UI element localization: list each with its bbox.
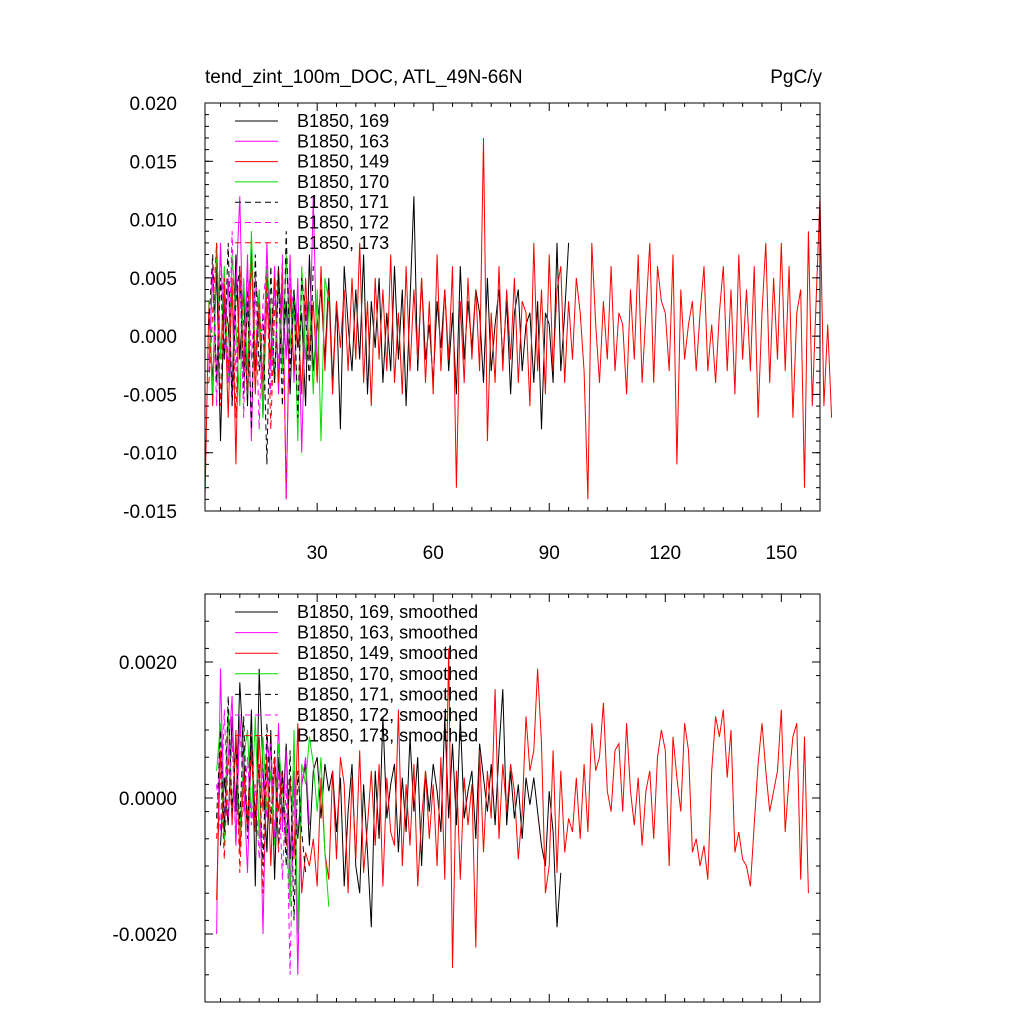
top-plot-frame [204,102,821,512]
bottom-series-line-2 [216,648,809,969]
top-legend-label-6: B1850, 173 [297,233,389,253]
top-legend-label-0: B1850, 169 [297,111,389,131]
top-series-line-2 [204,137,833,500]
top-ytick-label: -0.005 [123,385,177,406]
top-ytick-label: 0.000 [129,327,177,348]
top-xtick-label: 30 [307,543,328,564]
bottom-series-line-5 [216,709,299,975]
top-legend-label-4: B1850, 171 [297,192,389,212]
top-legend-label-5: B1850, 172 [297,213,389,233]
bottom-panel: -0.0020 0.0000 0.0020 B1850, 169, smoothed… [113,593,821,1003]
top-panel: tend_zint_100m_DOC, ATL_49N-66N PgC/y -0… [123,67,833,564]
top-xtick-label: 90 [539,543,560,564]
bottom-legend-label-3: B1850, 170, smoothed [297,664,478,684]
top-series-line-4 [208,231,314,465]
top-series-layer [204,137,833,500]
bottom-legend-label-4: B1850, 171, smoothed [297,684,478,704]
top-ytick-label: 0.005 [129,269,177,290]
bottom-ytick-label: 0.0020 [119,653,177,674]
top-legend-label-1: B1850, 163 [297,131,389,151]
top-panel-units: PgC/y [770,67,822,88]
bottom-ytick-label: 0.0000 [119,789,177,810]
top-ytick-label: 0.010 [129,211,177,232]
bottom-series-line-1 [216,668,310,975]
top-tick-layer: -0.015 -0.010 -0.005 0.000 0.005 0.010 0.015 0.… [123,94,821,564]
bottom-ytick-label: -0.0020 [113,925,177,946]
bottom-legend-label-0: B1850, 169, smoothed [297,602,478,622]
bottom-plot-frame [204,593,821,1003]
top-panel-title: tend_zint_100m_DOC, ATL_49N-66N [205,67,523,88]
top-xtick-label: 150 [765,543,797,564]
bottom-legend-label-1: B1850, 163, smoothed [297,623,478,643]
top-legend-label-2: B1850, 149 [297,152,389,172]
top-ytick-label: -0.010 [123,444,177,465]
top-xtick-label: 120 [649,543,681,564]
top-ytick-label: 0.015 [129,152,177,173]
bottom-legend-label-5: B1850, 172, smoothed [297,705,478,725]
bottom-legend-label-6: B1850, 173, smoothed [297,726,478,746]
top-ytick-label: 0.020 [129,94,177,115]
top-ytick-label: -0.015 [123,502,177,523]
top-series-line-6 [208,242,279,430]
bottom-series-layer [216,648,809,975]
bottom-legend-label-2: B1850, 149, smoothed [297,643,478,663]
top-xtick-label: 60 [423,543,444,564]
top-legend-label-3: B1850, 170 [297,172,389,192]
top-series-line-5 [208,231,295,500]
bottom-series-line-6 [216,743,283,894]
